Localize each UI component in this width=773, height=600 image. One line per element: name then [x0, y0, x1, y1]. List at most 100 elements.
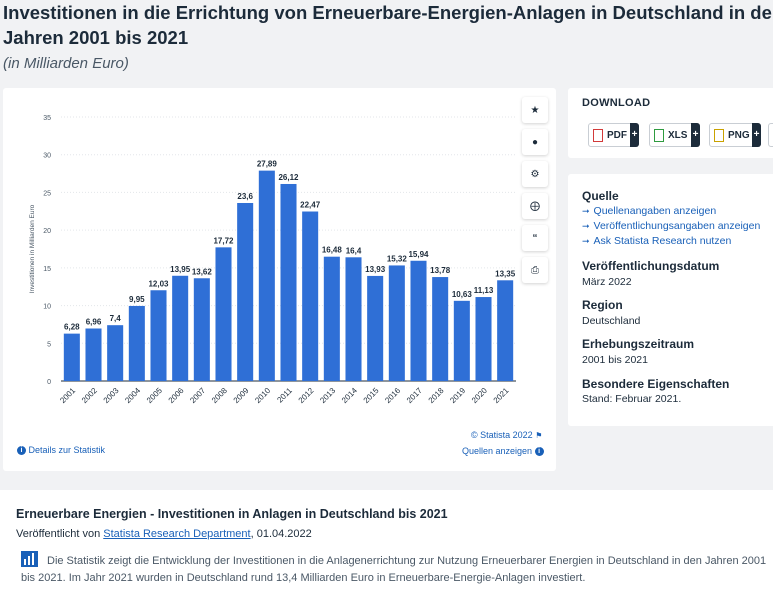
bell-icon: ●	[531, 136, 539, 148]
sources-link[interactable]: Quellen anzeigen i	[462, 446, 544, 457]
x-tick-label: 2002	[80, 386, 99, 405]
notify-button[interactable]: ●	[522, 129, 548, 155]
arrow-right-icon: ➞	[582, 221, 590, 231]
bar	[128, 305, 145, 381]
star-icon: ★	[530, 104, 540, 116]
bar	[367, 275, 384, 381]
download-more-button[interactable]	[768, 123, 773, 147]
bar	[497, 280, 514, 381]
data-label: 9,95	[129, 295, 145, 304]
arrow-right-icon: ➞	[582, 236, 590, 246]
y-tick-label: 0	[47, 379, 51, 386]
x-tick-label: 2015	[362, 386, 381, 405]
download-xls-button[interactable]: XLS +	[649, 123, 700, 147]
statista-copyright[interactable]: © Statista 2022 ⚑	[471, 430, 542, 440]
x-tick-label: 2020	[470, 386, 489, 405]
y-tick-label: 10	[43, 304, 51, 311]
region-heading: Region	[582, 298, 623, 312]
pdf-plus: +	[630, 123, 639, 147]
page-title: Investitionen in die Errichtung von Erne…	[3, 0, 773, 50]
x-tick-label: 2010	[253, 386, 272, 405]
data-label: 17,72	[213, 236, 234, 245]
data-label: 16,4	[346, 246, 362, 255]
x-tick-label: 2012	[297, 386, 316, 405]
y-axis-label: Investitionen in Milliarden Euro	[29, 204, 36, 293]
xls-label: XLS	[668, 129, 688, 141]
special-heading: Besondere Eigenschaften	[582, 377, 730, 391]
download-png-button[interactable]: PNG +	[709, 123, 761, 147]
y-tick-label: 15	[43, 266, 51, 273]
bar	[388, 265, 405, 381]
x-tick-label: 2018	[427, 386, 446, 405]
published-date: , 01.04.2022	[250, 528, 312, 540]
x-tick-label: 2014	[340, 386, 359, 405]
x-tick-label: 2013	[318, 386, 337, 405]
data-label: 7,4	[110, 314, 122, 323]
bar	[193, 278, 210, 381]
bar-chart: 0 5 10 15 20 25 30 35 Investitionen in Milliarde…	[29, 115, 516, 405]
page-subtitle: (in Milliarden Euro)	[3, 55, 129, 72]
source-link-publication[interactable]: ➞ Veröffentlichungsangaben anzeigen	[582, 220, 760, 232]
published-prefix: Veröffentlicht von	[16, 528, 104, 540]
download-heading: DOWNLOAD	[582, 97, 651, 109]
source-link-research[interactable]: ➞ Ask Statista Research nutzen	[582, 235, 731, 247]
period-value: 2001 bis 2021	[582, 354, 648, 366]
source-link-citations[interactable]: ➞ Quellenangaben anzeigen	[582, 205, 716, 217]
bar	[85, 328, 102, 381]
chart-card: 0 5 10 15 20 25 30 35 Investitionen in Milliarde…	[3, 88, 556, 471]
info-icon: i	[17, 446, 26, 456]
png-plus: +	[752, 123, 761, 147]
print-icon: ⎙	[531, 264, 539, 276]
data-label: 15,32	[387, 254, 408, 263]
bar	[323, 256, 340, 381]
details-link[interactable]: i Details zur Statistik	[17, 445, 105, 456]
region-value: Deutschland	[582, 315, 641, 327]
x-tick-label: 2011	[275, 386, 294, 405]
y-tick-label: 25	[43, 190, 51, 197]
info-icon: i	[534, 447, 544, 457]
page-title-line1: Investitionen in die Errichtung von Erne…	[3, 2, 773, 23]
data-label: 23,6	[237, 192, 253, 201]
x-tick-label: 2021	[492, 386, 511, 405]
settings-button[interactable]: ⚙	[522, 161, 548, 187]
description-title: Erneuerbare Energien - Investitionen in …	[16, 507, 448, 521]
x-tick-label: 2004	[123, 386, 142, 405]
chart-toolbar: ★ ● ⚙ ⨁ “ ⎙	[522, 97, 548, 289]
x-tick-label: 2017	[405, 386, 424, 405]
share-button[interactable]: ⨁	[522, 193, 548, 219]
print-button[interactable]: ⎙	[522, 257, 548, 283]
pubdate-heading: Veröffentlichungsdatum	[582, 259, 720, 273]
cite-button[interactable]: “	[522, 225, 548, 251]
bar	[107, 325, 124, 381]
source-link-label: Ask Statista Research nutzen	[593, 235, 732, 247]
bar	[258, 170, 275, 381]
x-tick-label: 2019	[448, 386, 467, 405]
publisher-link[interactable]: Statista Research Department	[103, 528, 251, 540]
pubdate-value: März 2022	[582, 276, 632, 288]
data-label: 6,96	[86, 318, 102, 327]
source-link-label: Veröffentlichungsangaben anzeigen	[593, 220, 761, 232]
bar	[280, 183, 297, 381]
quote-icon: “	[532, 232, 538, 244]
download-pdf-button[interactable]: PDF +	[588, 123, 639, 147]
bar	[345, 257, 362, 381]
bar	[302, 211, 319, 381]
statistic-meta-panel: Quelle ➞ Quellenangaben anzeigen ➞ Veröffe…	[568, 174, 773, 426]
pdf-label: PDF	[607, 129, 627, 141]
data-label: 13,62	[192, 267, 213, 276]
source-link-label: Quellenangaben anzeigen	[593, 205, 717, 217]
x-tick-label: 2007	[188, 386, 207, 405]
published-line: Veröffentlicht von Statista Research Dep…	[16, 528, 312, 540]
data-label: 6,28	[64, 323, 80, 332]
data-label: 13,78	[430, 266, 451, 275]
special-value: Stand: Februar 2021.	[582, 393, 682, 405]
favorite-button[interactable]: ★	[522, 97, 548, 123]
png-label: PNG	[728, 129, 750, 141]
png-file-icon	[714, 128, 724, 142]
flag-icon: ⚑	[535, 431, 543, 440]
data-label: 26,12	[278, 173, 299, 182]
x-tick-label: 2005	[145, 386, 164, 405]
y-tick-label: 20	[43, 228, 51, 235]
data-label: 13,95	[170, 265, 191, 274]
data-label: 11,13	[474, 286, 494, 295]
